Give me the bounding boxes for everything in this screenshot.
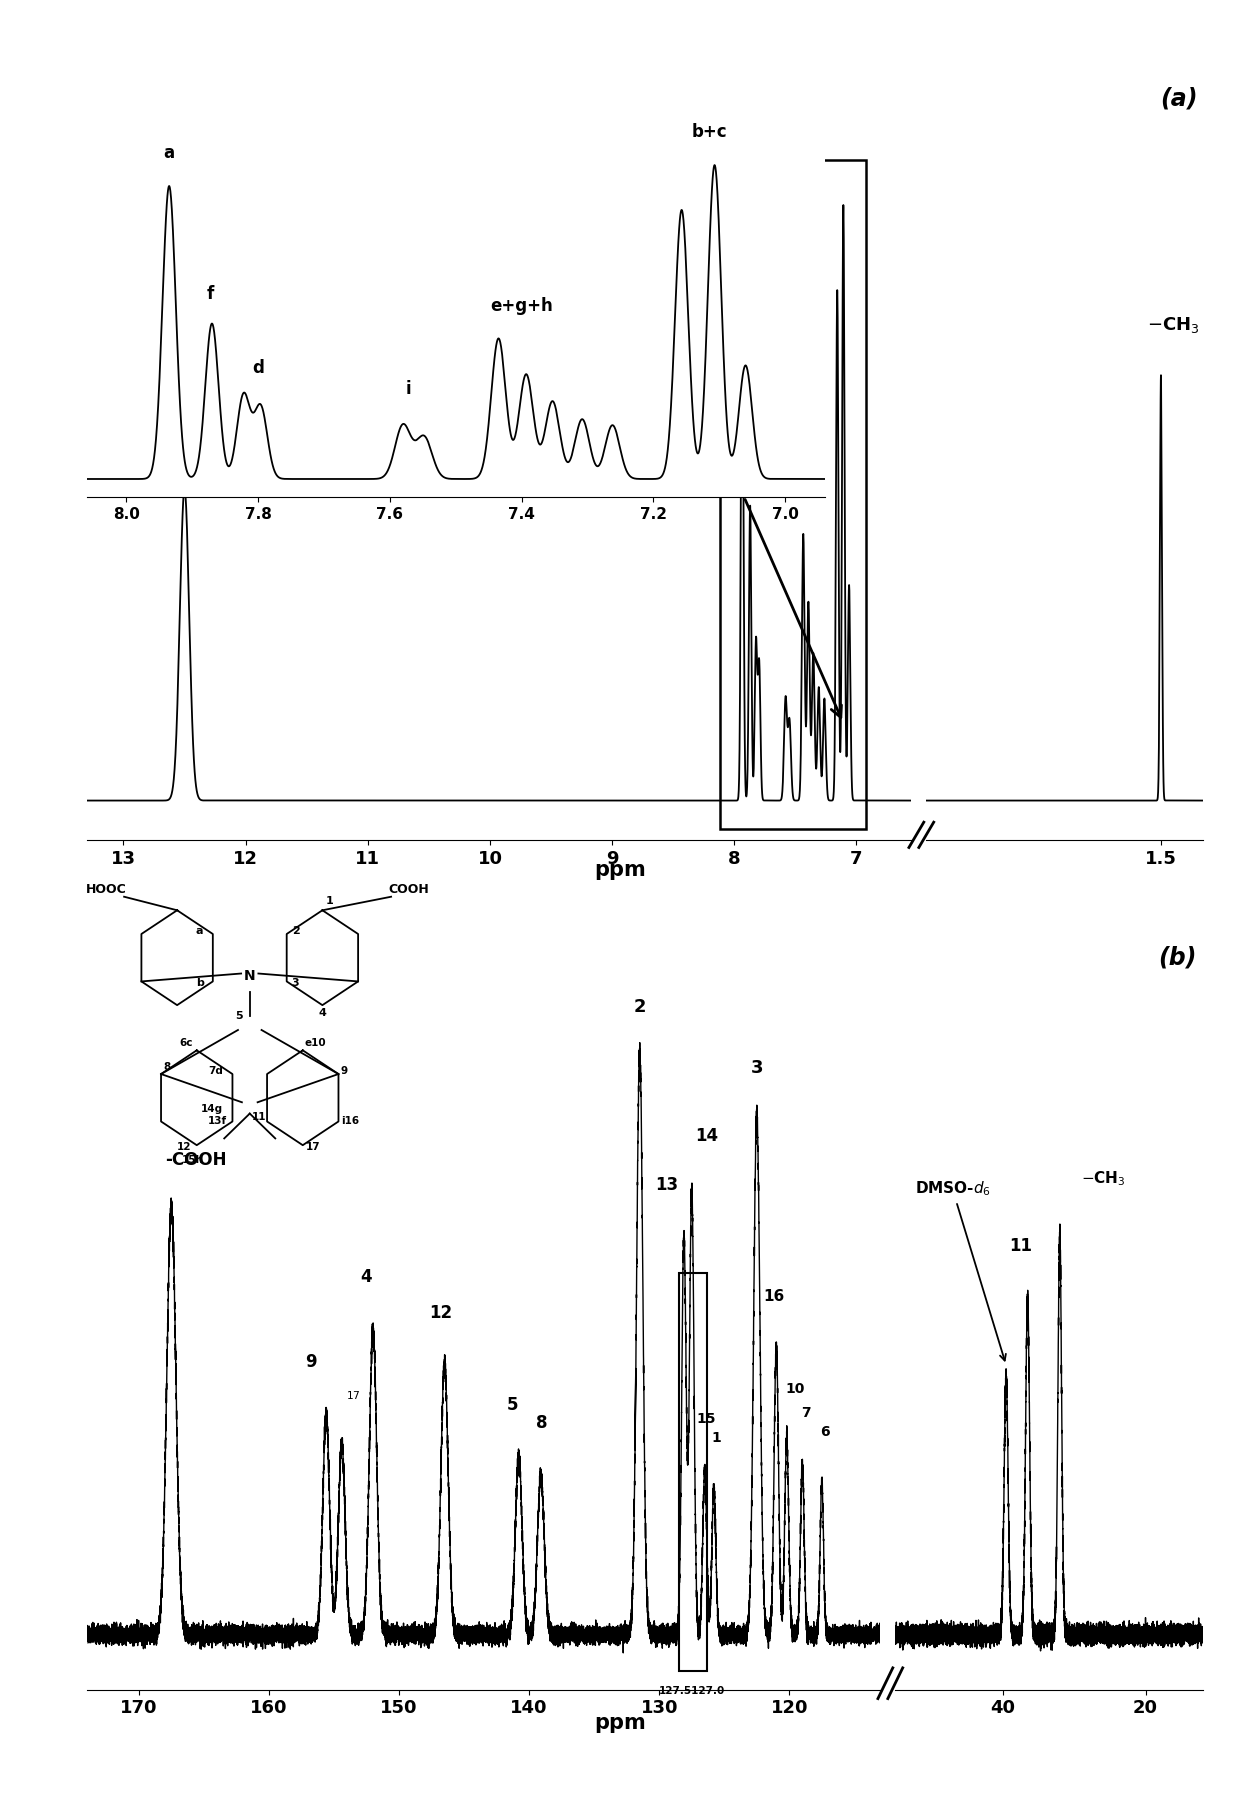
Text: i16: i16 — [341, 1115, 360, 1126]
Text: $_{17}$: $_{17}$ — [346, 1388, 361, 1402]
Text: ppm: ppm — [594, 860, 646, 880]
Text: 3: 3 — [291, 978, 299, 988]
Text: 15h: 15h — [182, 1155, 203, 1166]
Text: 16: 16 — [763, 1288, 785, 1305]
Text: d: d — [252, 360, 264, 378]
Text: 2: 2 — [634, 997, 646, 1016]
Text: 9: 9 — [341, 1066, 347, 1075]
Text: $-$CH$_3$: $-$CH$_3$ — [1081, 1169, 1126, 1187]
Text: 6: 6 — [821, 1424, 830, 1438]
Text: $-$CH$_3$: $-$CH$_3$ — [1147, 316, 1199, 336]
Text: 14: 14 — [696, 1128, 719, 1146]
Text: 2: 2 — [293, 925, 300, 936]
Text: HOOC: HOOC — [86, 884, 126, 896]
Text: 4: 4 — [319, 1008, 326, 1019]
Text: 17: 17 — [306, 1142, 320, 1151]
Bar — [719, 159, 867, 829]
Text: 1: 1 — [326, 896, 334, 905]
Text: a: a — [164, 145, 175, 163]
Text: N: N — [244, 969, 255, 983]
Text: 15: 15 — [697, 1413, 715, 1426]
Text: 1: 1 — [712, 1431, 722, 1446]
Text: (b): (b) — [1158, 945, 1197, 970]
Text: 8: 8 — [536, 1415, 547, 1433]
Text: 13: 13 — [656, 1176, 678, 1194]
Text: 127.5127.0: 127.5127.0 — [658, 1686, 725, 1697]
Text: COOH: COOH — [388, 884, 429, 896]
Text: 5: 5 — [506, 1397, 518, 1415]
Text: e10: e10 — [305, 1037, 326, 1048]
Text: a: a — [196, 925, 203, 936]
Text: b+c: b+c — [692, 123, 727, 141]
Text: e+g+h: e+g+h — [490, 296, 553, 314]
Text: 11: 11 — [1009, 1238, 1032, 1256]
Text: 9: 9 — [305, 1353, 317, 1372]
Text: (a): (a) — [1159, 87, 1198, 110]
Text: DMSO-$d_6$: DMSO-$d_6$ — [915, 1180, 1006, 1361]
Text: -COOH: -COOH — [246, 443, 308, 461]
Text: 14g: 14g — [201, 1104, 223, 1115]
Text: 11: 11 — [252, 1113, 267, 1122]
Text: 12: 12 — [429, 1305, 453, 1323]
Text: 6c: 6c — [180, 1037, 193, 1048]
Text: 4: 4 — [361, 1267, 372, 1285]
Text: -COOH: -COOH — [165, 1151, 227, 1169]
Bar — [678, 1274, 707, 1671]
Text: 7d: 7d — [208, 1066, 223, 1075]
Text: i: i — [405, 379, 412, 398]
Text: f: f — [207, 286, 215, 302]
Text: 8: 8 — [162, 1061, 170, 1072]
Text: 13f: 13f — [207, 1115, 227, 1126]
Text: 7: 7 — [801, 1406, 811, 1420]
Text: 12: 12 — [176, 1142, 191, 1151]
Text: 10: 10 — [785, 1382, 805, 1395]
Text: 3: 3 — [750, 1059, 763, 1077]
Text: ppm: ppm — [594, 1713, 646, 1733]
Text: 5: 5 — [234, 1010, 243, 1021]
Text: b: b — [196, 978, 205, 988]
